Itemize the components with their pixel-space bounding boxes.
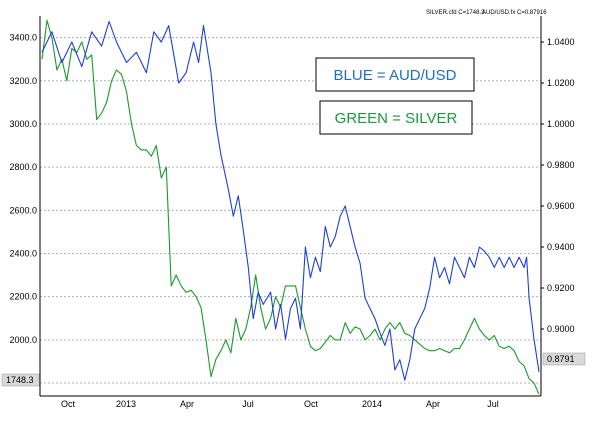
- left-tick-label: 3200.0: [9, 76, 37, 86]
- right-tick-label: 1.0000: [547, 119, 575, 129]
- left-axis-ticks: 3400.0 3200.0 3000.0 2800.0 2600.0 2400.0 2200…: [9, 33, 37, 388]
- x-axis-ticks: Oct 2013 Apr Jul Oct 2014 Apr Jul: [61, 399, 499, 409]
- right-tick-label: 0.9800: [547, 160, 575, 170]
- x-tick-label: Apr: [426, 399, 440, 409]
- left-last-value: 1748.3: [1, 373, 40, 387]
- right-tick-label: 0.9200: [547, 283, 575, 293]
- x-tick-label: Oct: [304, 399, 319, 409]
- left-last-value-label: 1748.3: [6, 375, 34, 385]
- series-line-silver: [41, 19, 540, 395]
- right-axis-ticks: 1.0400 1.0200 1.0000 0.9800 0.9600 0.9400 0.92…: [541, 37, 575, 334]
- x-tick-label: Apr: [180, 399, 194, 409]
- left-tick-label: 2200.0: [9, 292, 37, 302]
- right-tick-label: 0.9400: [547, 242, 575, 252]
- left-tick-label: 2800.0: [9, 162, 37, 172]
- x-tick-label: 2014: [362, 399, 382, 409]
- x-tick-label: Oct: [61, 399, 76, 409]
- left-last-value-box: [1, 373, 40, 387]
- legend-aud-usd-box: [315, 57, 475, 92]
- left-tick-label: 3400.0: [9, 33, 37, 43]
- right-last-value: 0.8791: [542, 352, 586, 366]
- series-layer: [41, 19, 540, 395]
- legend-aud-usd: BLUE = AUD/USD: [315, 57, 475, 92]
- left-tick-label: 2000.0: [9, 335, 37, 345]
- x-tick-label: Jul: [487, 399, 499, 409]
- legend-silver-label: GREEN = SILVER: [335, 110, 458, 127]
- x-tick-label: 2013: [116, 399, 136, 409]
- left-tick-label: 2600.0: [9, 205, 37, 215]
- left-tick-label: 3000.0: [9, 119, 37, 129]
- right-last-value-box: [542, 352, 586, 366]
- legend-silver-box: [319, 100, 473, 135]
- silver-readout: SILVER.cfd C=1748.3: [426, 10, 485, 16]
- series-line-aud-usd: [41, 20, 540, 381]
- aud-readout: AUD/USD.fx C=0.87916: [482, 10, 547, 16]
- left-tick-label: 2400.0: [9, 249, 37, 259]
- x-tick-label: Jul: [242, 399, 254, 409]
- right-tick-label: 0.9600: [547, 201, 575, 211]
- right-last-value-label: 0.8791: [547, 354, 575, 364]
- legend-silver: GREEN = SILVER: [319, 100, 473, 135]
- right-tick-label: 1.0400: [547, 37, 575, 47]
- right-tick-label: 0.9000: [547, 324, 575, 334]
- legend-aud-usd-label: BLUE = AUD/USD: [334, 67, 457, 84]
- right-tick-label: 1.0200: [547, 78, 575, 88]
